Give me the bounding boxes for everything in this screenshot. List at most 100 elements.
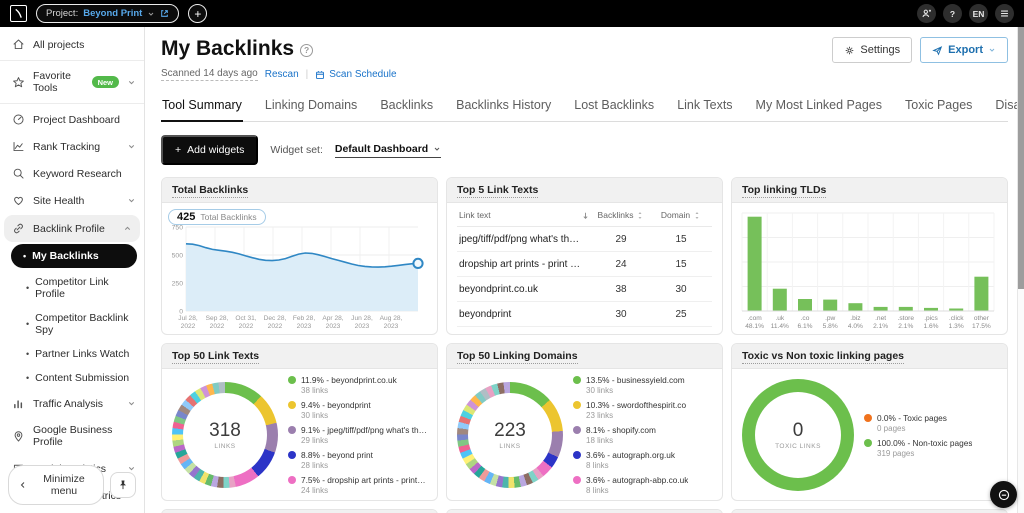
tab-my-most-linked-pages[interactable]: My Most Linked Pages (755, 98, 882, 112)
svg-text:750: 750 (172, 225, 184, 232)
traffic-icon (12, 397, 25, 410)
legend-item[interactable]: 10.3% - swordofthespirit.co 23 links (573, 400, 712, 420)
project-selector[interactable]: Project: Beyond Print (36, 4, 180, 23)
sidebar-item-traffic-analysis[interactable]: Traffic Analysis (0, 390, 144, 417)
tab-disavow-list[interactable]: Disavow List (995, 98, 1024, 112)
svg-text:.co: .co (801, 315, 810, 322)
sidebar-item-backlink-profile[interactable]: Backlink Profile (4, 215, 140, 242)
sidebar-item-keyword-research[interactable]: Keyword Research (0, 160, 144, 187)
tab-toxic-pages[interactable]: Toxic Pages (905, 98, 973, 112)
svg-text:.pics: .pics (924, 315, 938, 322)
chevron-up-icon (123, 224, 132, 233)
sidebar-item-project-dashboard[interactable]: Project Dashboard (0, 106, 144, 133)
legend-item[interactable]: 7.5% - dropship art prints - print on de… (288, 475, 427, 495)
link-icon (12, 222, 25, 235)
sidebar-subitem-partner-links-watch[interactable]: • Partner Links Watch (26, 348, 130, 360)
legend-item[interactable]: 0.0% - Toxic pages 0 pages (864, 413, 997, 433)
location-icon (12, 430, 25, 443)
widget-set-selector[interactable]: Default Dashboard (334, 143, 442, 158)
legend-item[interactable]: 9.4% - beyondprint 30 links (288, 400, 427, 420)
sidebar-item-google-business-profile[interactable]: Google Business Profile (0, 417, 144, 455)
external-link-icon[interactable] (160, 9, 169, 18)
settings-button[interactable]: Settings (832, 37, 913, 63)
svg-text:other: other (974, 315, 990, 322)
export-button[interactable]: Export (920, 37, 1008, 63)
sort-icon[interactable] (693, 211, 701, 220)
chat-launcher-button[interactable] (990, 481, 1017, 508)
app-logo[interactable] (10, 5, 27, 22)
svg-text:1.3%: 1.3% (949, 323, 964, 330)
link-texts-donut-chart[interactable]: 318 LINKS (172, 382, 278, 488)
legend-item[interactable]: 100.0% - Non-toxic pages 319 pages (864, 438, 997, 458)
pin-menu-button[interactable] (110, 472, 136, 498)
table-row[interactable]: beyond print2816 (457, 327, 712, 335)
table-row[interactable]: jpeg/tiff/pdf/png what's the differe...2… (457, 227, 712, 252)
legend-item[interactable]: 8.1% - shopify.com 18 links (573, 425, 712, 445)
help-icon[interactable]: ? (943, 4, 962, 23)
svg-text:.click: .click (949, 315, 964, 322)
svg-text:.pw: .pw (825, 315, 835, 322)
scrollbar-thumb[interactable] (1018, 27, 1024, 289)
add-widgets-label: Add widgets (187, 144, 245, 156)
svg-text:6.1%: 6.1% (797, 323, 812, 330)
add-project-button[interactable]: + (188, 4, 208, 23)
sidebar-subitem-competitor-backlink-spy[interactable]: • Competitor Backlink Spy (26, 312, 129, 336)
tab-linking-domains[interactable]: Linking Domains (264, 98, 358, 112)
sidebar-item-site-health[interactable]: Site Health (0, 187, 144, 214)
send-icon (932, 45, 943, 56)
legend-item[interactable]: 11.9% - beyondprint.co.uk 38 links (288, 375, 427, 395)
tab-tool-summary[interactable]: Tool Summary (161, 94, 243, 122)
svg-text:Feb 28,: Feb 28, (293, 315, 316, 322)
toxic-donut-chart[interactable]: 0 TOXIC LINKS (742, 379, 854, 491)
linking-domains-donut-chart[interactable]: 223 LINKS (457, 382, 563, 488)
svg-text:250: 250 (172, 281, 184, 288)
table-row[interactable]: beyondprint 30 25 (457, 302, 712, 327)
widget-set-label: Widget set: (270, 144, 323, 156)
svg-text:Jun 28,: Jun 28, (351, 315, 373, 322)
page-title: My Backlinks ? (161, 37, 314, 61)
chevron-down-icon (127, 196, 136, 205)
divider: | (305, 69, 309, 80)
sort-icon[interactable] (581, 211, 590, 220)
legend-item[interactable]: 3.6% - autograph-abp.co.uk 8 links (573, 475, 712, 495)
account-users-icon[interactable] (917, 4, 936, 23)
tab-lost-backlinks[interactable]: Lost Backlinks (574, 98, 655, 112)
rescan-link[interactable]: Rescan (264, 69, 299, 80)
legend-item[interactable]: 3.6% - autograph.org.uk 8 links (573, 450, 712, 470)
tld-bar-chart[interactable]: .com 48.1% .uk 11.4% .co 6.1% .pw 5.8% .biz 4.0%.… (732, 203, 1007, 334)
widget-title: Top 50 Link Texts (172, 350, 260, 364)
total-backlinks-chart[interactable]: 0 250 500 750 Jul 28, 2022 Sep 28, 2022 Oct 31, 2… (168, 219, 431, 334)
sidebar-subitem-my-backlinks[interactable]: • My Backlinks (11, 244, 137, 268)
sidebar-item-all-projects[interactable]: All projects (0, 31, 144, 58)
sort-icon[interactable] (636, 211, 644, 220)
legend-color-dot (288, 401, 296, 409)
scan-schedule-link[interactable]: Scan Schedule (315, 69, 397, 80)
tab-link-texts[interactable]: Link Texts (677, 98, 733, 112)
sidebar-subitem-competitor-link-profile[interactable]: • Competitor Link Profile (26, 276, 109, 300)
sidebar-item-journal-of-events[interactable]: Journal of Events (0, 509, 144, 513)
legend-item[interactable]: 8.8% - beyond print 28 links (288, 450, 427, 470)
sidebar-item-rank-tracking[interactable]: Rank Tracking (0, 133, 144, 160)
sidebar-subitem-content-submission[interactable]: • Content Submission (26, 372, 130, 384)
export-label: Export (948, 44, 983, 56)
legend-item[interactable]: 9.1% - jpeg/tiff/pdf/png what's the diff… (288, 425, 427, 445)
widget-link-sources: Link Sources Distribution 425 (731, 509, 1008, 513)
linking-domains-legend: 13.5% - businessyield.com 30 links 10.3%… (573, 375, 712, 495)
legend-color-dot (573, 426, 581, 434)
table-row[interactable]: dropship art prints - print on deman...2… (457, 252, 712, 277)
table-row[interactable]: beyondprint.co.uk 38 30 (457, 277, 712, 302)
language-selector[interactable]: EN (969, 4, 988, 23)
svg-text:2.1%: 2.1% (873, 323, 888, 330)
donut-center-label: LINKS (499, 443, 521, 450)
legend-item[interactable]: 13.5% - businessyield.com 30 links (573, 375, 712, 395)
menu-icon[interactable] (995, 4, 1014, 23)
widget-title: Toxic vs Non toxic linking pages (742, 350, 905, 364)
page-scrollbar[interactable] (1017, 27, 1024, 513)
sidebar-item-favorite-tools[interactable]: Favorite Tools New (0, 63, 144, 101)
tab-backlinks[interactable]: Backlinks (380, 98, 434, 112)
tab-backlinks-history[interactable]: Backlinks History (456, 98, 552, 112)
info-icon[interactable]: ? (300, 43, 314, 57)
add-widgets-button[interactable]: + Add widgets (161, 135, 259, 165)
minimize-menu-button[interactable]: Minimize menu (8, 465, 104, 505)
table-header: Link text Backlinks Domain (457, 205, 712, 227)
